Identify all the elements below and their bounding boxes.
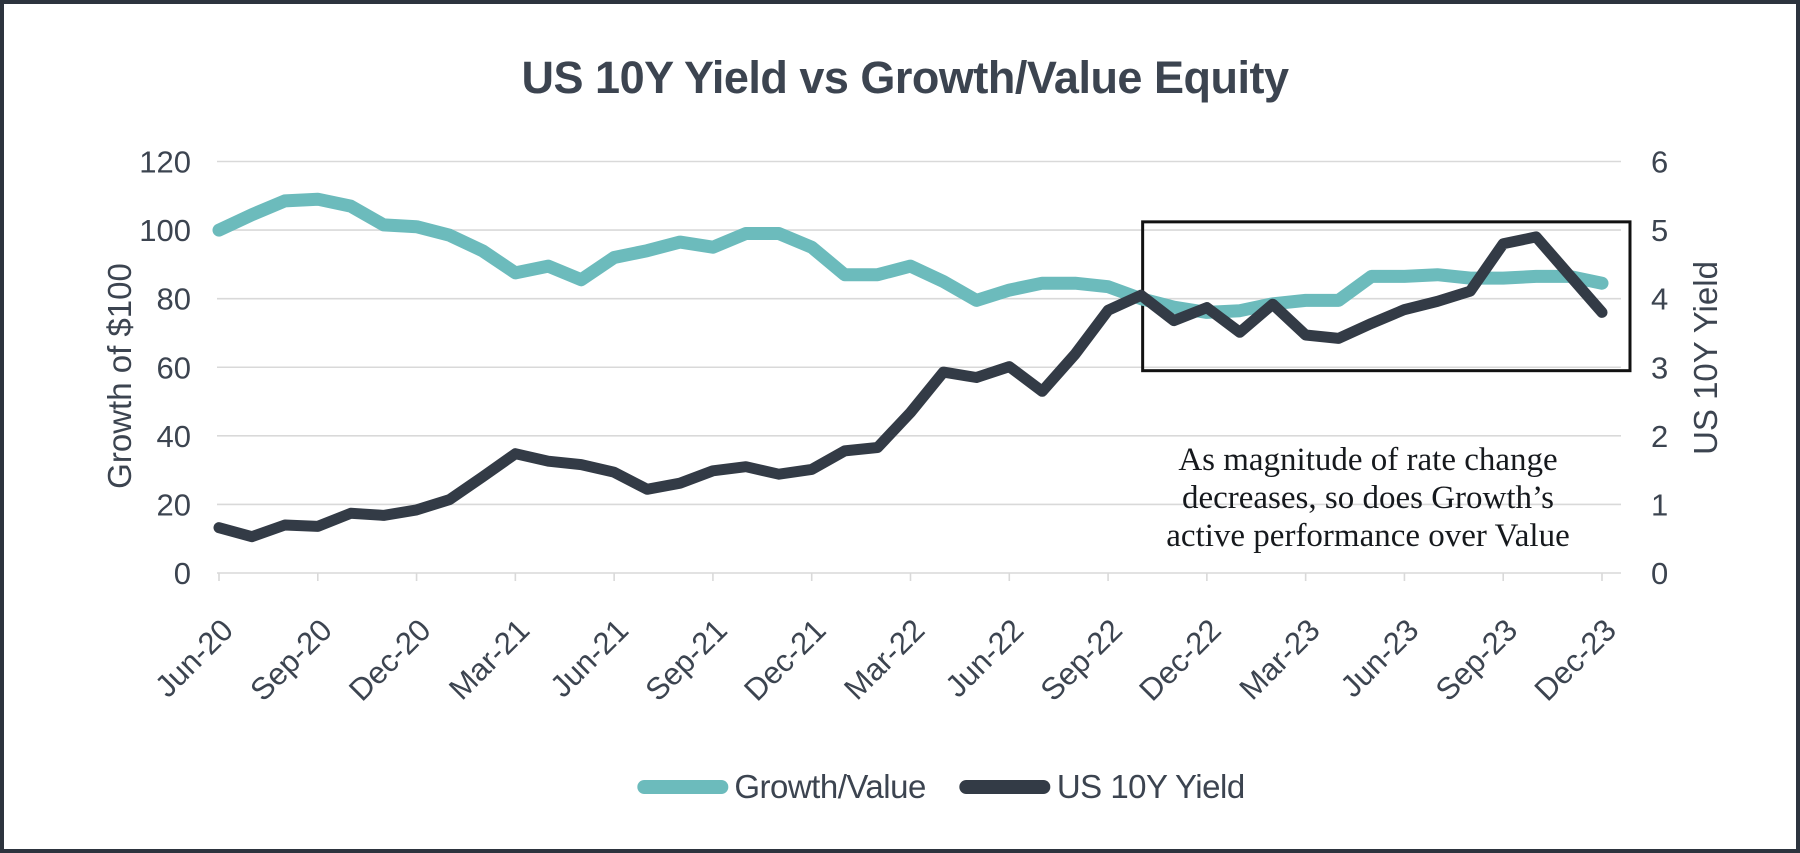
chart-legend: Growth/Value US 10Y Yield	[637, 768, 1245, 806]
x-axis-label: Sep-21	[638, 612, 733, 707]
x-axis-label: Sep-23	[1429, 612, 1524, 707]
legend-item-growth-value: Growth/Value	[637, 768, 926, 806]
x-axis-label: Jun-23	[1334, 612, 1426, 704]
annotation-text: As magnitude of rate change decreases, s…	[1166, 441, 1569, 555]
y-axis-label-left: 0	[174, 556, 191, 591]
y-axis-label-left: 20	[157, 487, 191, 522]
series-line-us-10y-yield	[213, 231, 1608, 543]
x-axis-label: Dec-20	[342, 612, 437, 707]
x-axis-label: Mar-23	[1232, 612, 1326, 706]
chart-title: US 10Y Yield vs Growth/Value Equity	[521, 52, 1289, 103]
growth-value-swatch-icon	[637, 780, 729, 794]
x-axis-label: Dec-22	[1132, 612, 1227, 707]
x-axis-label: Sep-20	[243, 612, 338, 707]
legend-label-growth-value: Growth/Value	[734, 768, 926, 805]
series-line-growth-value	[212, 192, 1609, 319]
x-axis-label: Mar-22	[837, 612, 931, 706]
annotation-line-2: decreases, so does Growth’s	[1181, 480, 1555, 516]
y-axis-label-left: 80	[157, 282, 191, 317]
y-axis-label-right: 4	[1651, 282, 1668, 317]
y-axis-label-left: 100	[139, 213, 191, 248]
x-axis-label: Dec-23	[1528, 612, 1623, 707]
y-axis-label-left: 60	[157, 350, 191, 385]
x-axis-label: Sep-22	[1034, 612, 1129, 707]
x-axis-label: Jun-21	[543, 612, 635, 704]
annotation-line-1: As magnitude of rate change	[1178, 442, 1558, 478]
y-axis-label-right: 1	[1651, 487, 1668, 522]
right-axis-title: US 10Y Yield	[1687, 261, 1724, 455]
legend-label-us-10y-yield: US 10Y Yield	[1056, 768, 1245, 805]
x-axis-label: Mar-21	[442, 612, 536, 706]
x-axis-label: Jun-20	[148, 612, 240, 704]
y-axis-label-left: 120	[139, 145, 191, 180]
y-axis-label-right: 0	[1651, 556, 1668, 591]
y-axis-label-right: 3	[1651, 350, 1668, 385]
x-axis-label: Dec-21	[737, 612, 832, 707]
left-axis-title: Growth of $100	[101, 263, 138, 489]
us-10y-yield-swatch-icon	[959, 780, 1051, 794]
legend-item-us-10y-yield: US 10Y Yield	[959, 768, 1245, 806]
y-axis-label-right: 5	[1651, 213, 1668, 248]
x-axis-label: Jun-22	[938, 612, 1030, 704]
annotation-line-3: active performance over Value	[1166, 518, 1570, 554]
annotation-box	[1141, 220, 1632, 373]
y-axis-label-right: 2	[1651, 419, 1668, 454]
y-axis-label-right: 6	[1651, 145, 1668, 180]
y-axis-label-left: 40	[157, 419, 191, 454]
